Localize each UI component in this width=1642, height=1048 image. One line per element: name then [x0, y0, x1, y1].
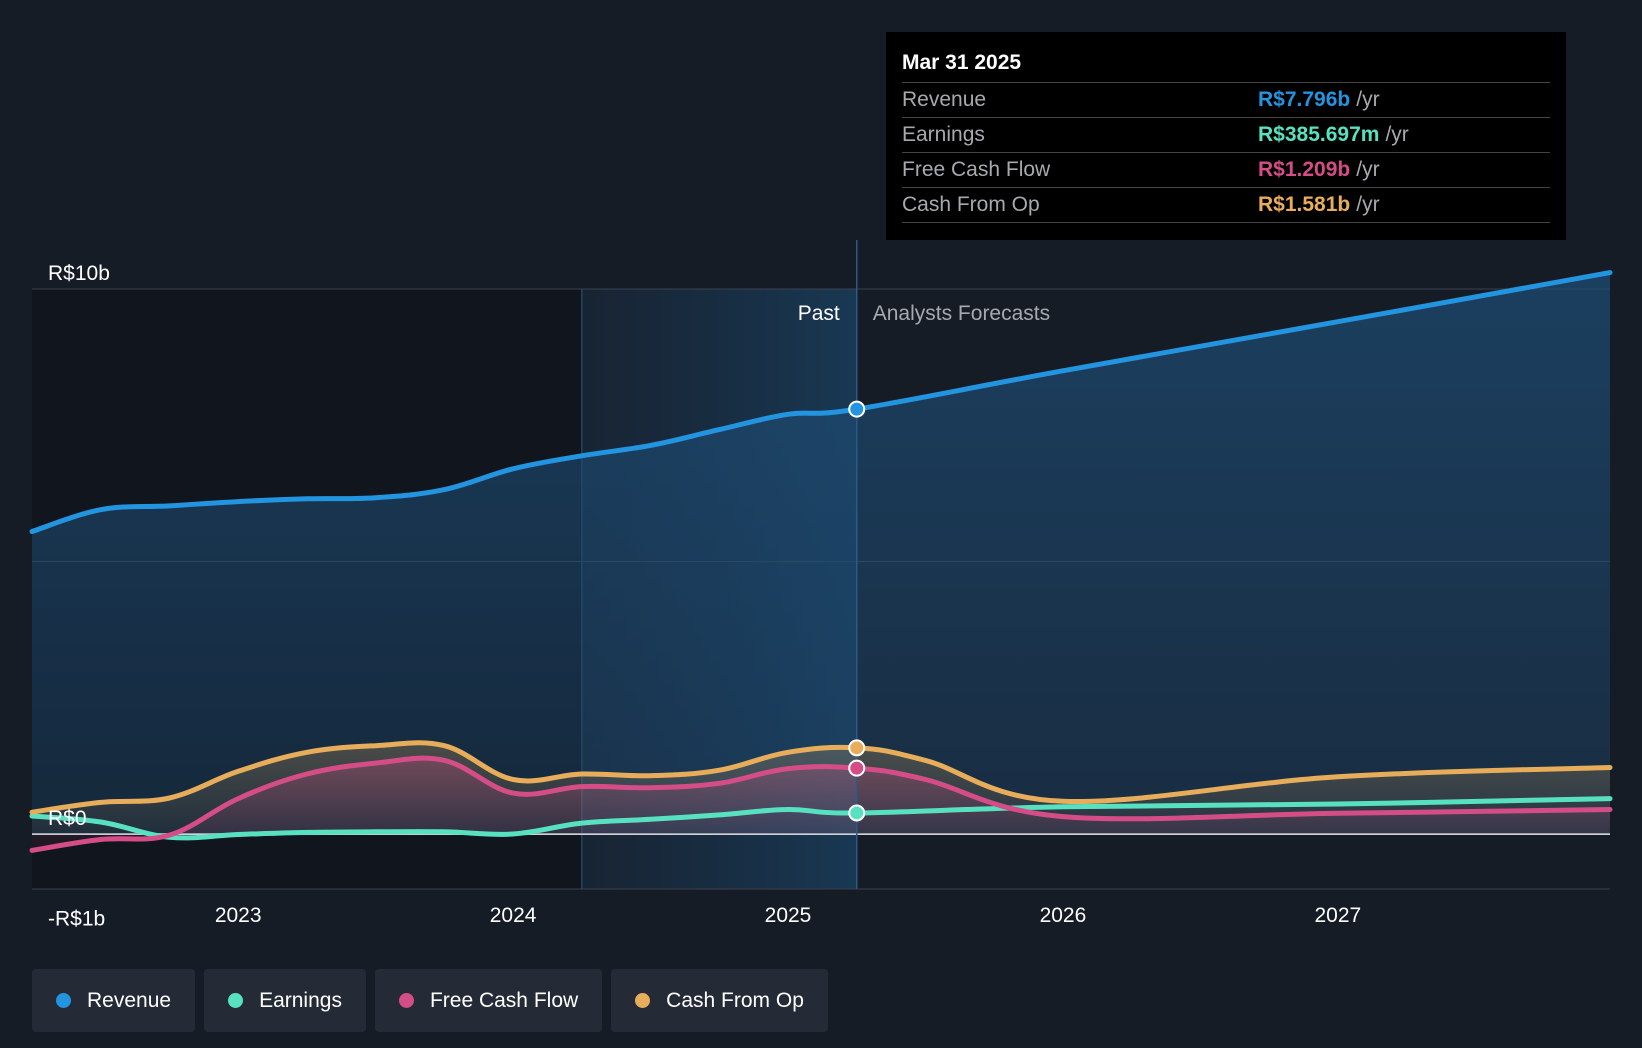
legend-item-earnings[interactable]: Earnings: [204, 969, 366, 1032]
chart-tooltip: Mar 31 2025 Revenue R$7.796b /yr Earning…: [886, 32, 1566, 240]
free-cash-flow-marker: [848, 759, 866, 777]
x-tick-label: 2024: [490, 904, 537, 927]
chart-legend: Revenue Earnings Free Cash Flow Cash Fro…: [32, 969, 828, 1032]
tooltip-value: R$385.697m: [1258, 123, 1380, 146]
tooltip-row-earnings: Earnings R$385.697m /yr: [902, 118, 1550, 153]
legend-item-cash-from-op[interactable]: Cash From Op: [611, 969, 828, 1032]
y-tick-label: -R$1b: [48, 908, 105, 931]
tooltip-date: Mar 31 2025: [902, 46, 1550, 83]
tooltip-unit: /yr: [1356, 88, 1380, 111]
tooltip-label: Earnings: [902, 123, 985, 146]
legend-label: Cash From Op: [666, 988, 804, 1012]
cash-from-op-line: [29, 740, 1613, 815]
earnings-dot-icon: [228, 993, 244, 1008]
tooltip-row-revenue: Revenue R$7.796b /yr: [902, 83, 1550, 118]
revenue-line: [29, 270, 1613, 534]
tooltip-label: Revenue: [902, 88, 987, 111]
forecast-label: Analysts Forecasts: [873, 302, 1050, 325]
revenue-dot-icon: [56, 993, 71, 1008]
free-cash-flow-line: [29, 755, 1613, 853]
tooltip-value: R$1.581b: [1258, 193, 1351, 216]
tooltip-row-free-cash-flow: Free Cash Flow R$1.209b /yr: [902, 153, 1550, 188]
revenue-area: [32, 272, 1610, 835]
legend-label: Free Cash Flow: [429, 988, 579, 1012]
earnings-marker: [848, 804, 866, 822]
free-cash-flow-dot-icon: [398, 993, 414, 1008]
revenue-marker: [848, 400, 866, 418]
legend-label: Revenue: [87, 988, 172, 1012]
earnings-line: [29, 796, 1613, 841]
cash-from-op-dot-icon: [635, 993, 651, 1008]
tooltip-label: Free Cash Flow: [902, 158, 1051, 181]
cash-from-op-marker: [848, 739, 866, 757]
legend-item-free-cash-flow[interactable]: Free Cash Flow: [374, 969, 603, 1032]
tooltip-unit: /yr: [1356, 158, 1380, 181]
tooltip-unit: /yr: [1356, 193, 1380, 216]
x-tick-label: 2026: [1040, 904, 1087, 927]
x-tick-label: 2027: [1314, 904, 1361, 927]
y-tick-label: R$0: [48, 807, 87, 830]
free-cash-flow-area: [32, 758, 1610, 851]
tooltip-value: R$7.796b: [1258, 88, 1351, 111]
legend-label: Earnings: [259, 988, 342, 1012]
tooltip-label: Cash From Op: [902, 193, 1040, 216]
x-tick-label: 2025: [765, 904, 812, 927]
tooltip-unit: /yr: [1385, 123, 1409, 146]
x-tick-label: 2023: [215, 904, 262, 927]
legend-item-revenue[interactable]: Revenue: [32, 969, 196, 1032]
past-label: Past: [798, 302, 840, 325]
tooltip-row-cash-from-op: Cash From Op R$1.581b /yr: [902, 188, 1550, 223]
y-tick-label: R$10b: [48, 262, 110, 285]
tooltip-value: R$1.209b: [1258, 158, 1351, 181]
